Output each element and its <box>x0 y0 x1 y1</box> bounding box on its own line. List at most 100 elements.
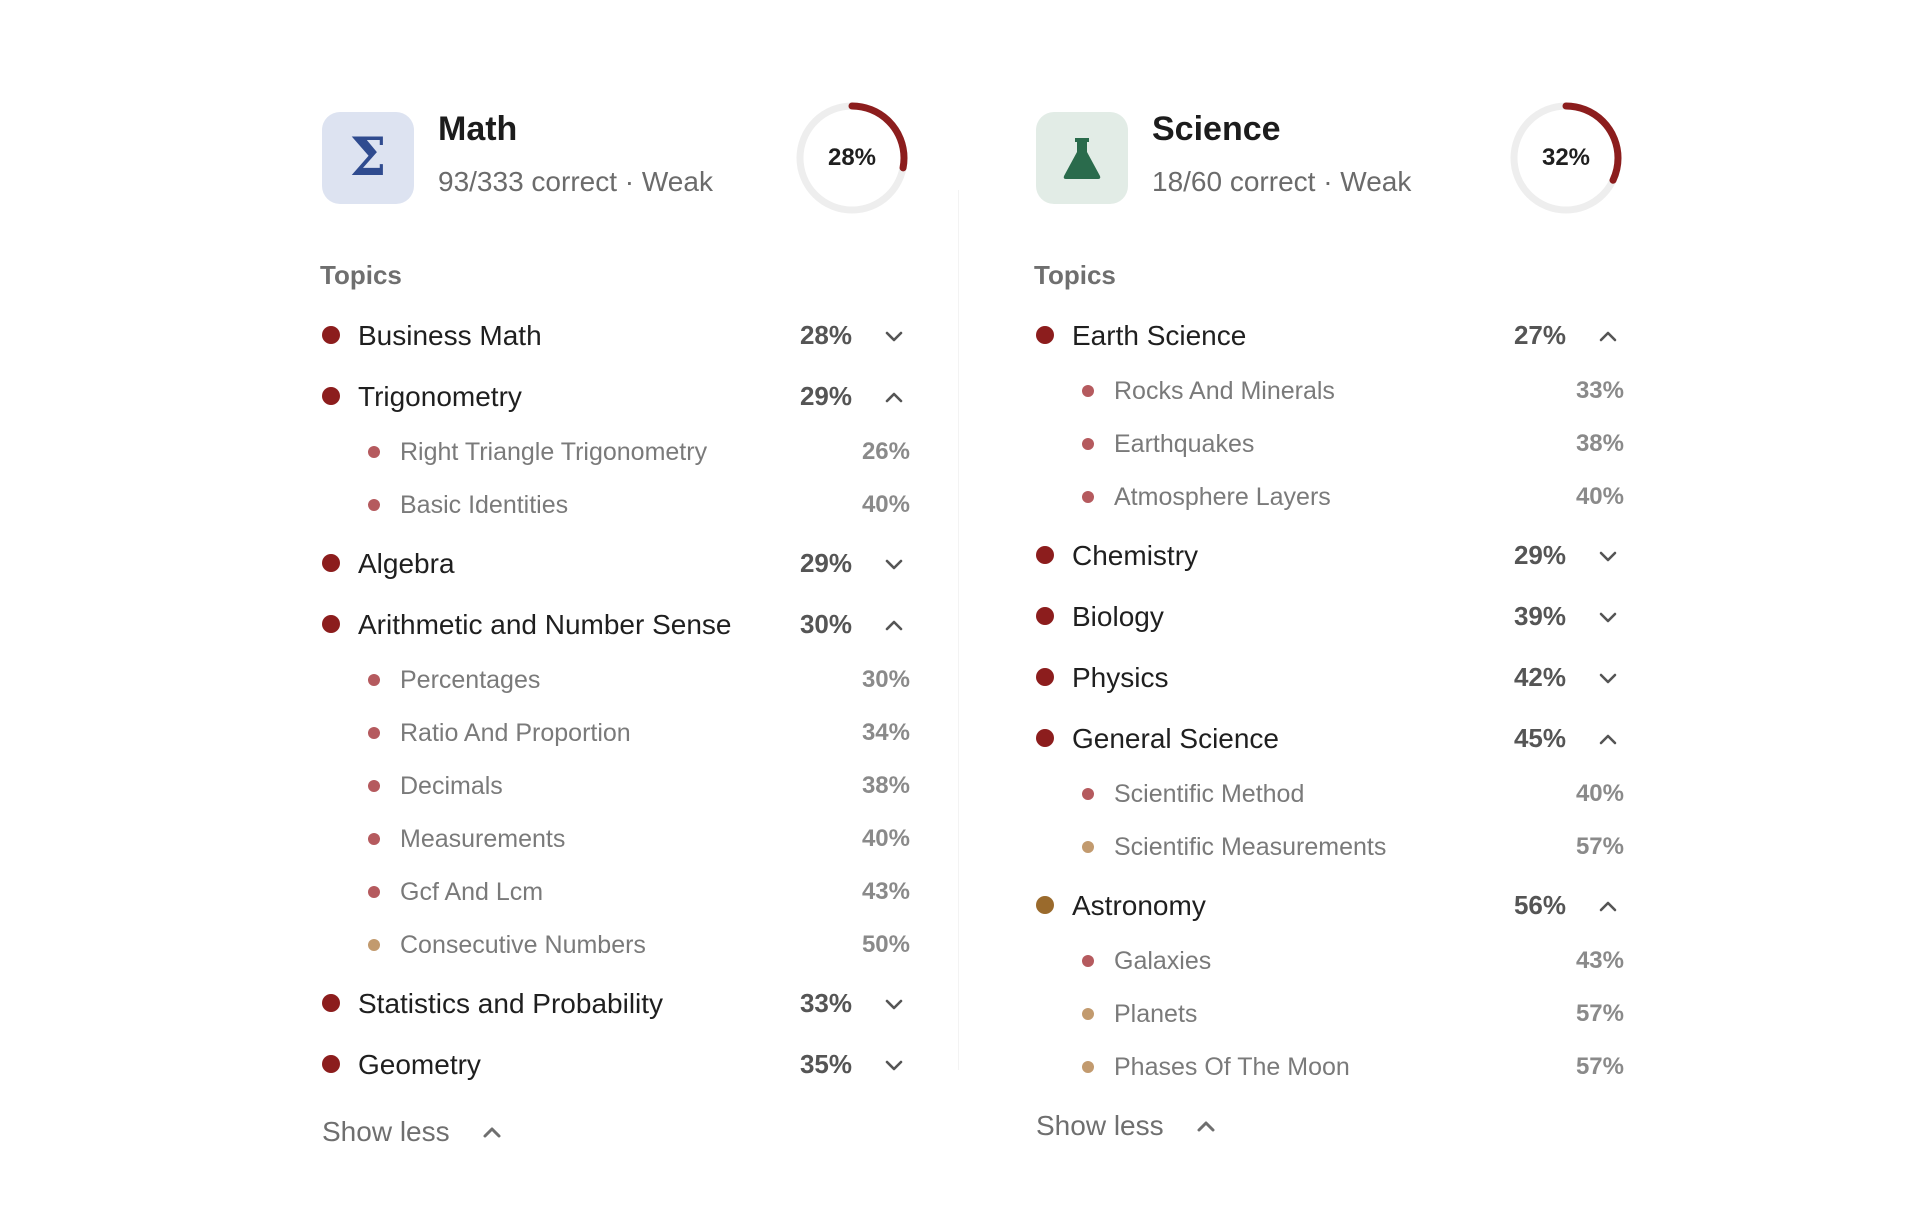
chevron-up-icon[interactable] <box>1592 725 1624 753</box>
status-dot <box>1082 385 1094 397</box>
chevron-down-icon[interactable] <box>1592 603 1624 631</box>
topic-row[interactable]: Statistics and Probability 33% <box>320 972 910 1033</box>
subtopic-row: Measurements 40% <box>320 813 910 866</box>
topic-row[interactable]: Geometry 35% <box>320 1033 910 1094</box>
topic-name: Chemistry <box>1072 540 1199 571</box>
topic-percent: 35% <box>799 1049 852 1079</box>
status-dot <box>1082 491 1094 503</box>
subtopic-row: Basic Identities 40% <box>320 479 910 532</box>
chevron-up-icon[interactable] <box>878 383 910 411</box>
topic-row[interactable]: Earth Science 27% <box>1034 304 1624 365</box>
science-topic-list: Earth Science 27% Rocks And Minerals 33% Ear… <box>1034 304 1624 1094</box>
chevron-up-icon <box>1197 1121 1215 1132</box>
subtopic-name: Measurements <box>400 825 566 853</box>
topic-row[interactable]: General Science 45% <box>1034 707 1624 768</box>
topic-percent: 45% <box>1513 723 1566 753</box>
topic-percent: 39% <box>1513 601 1566 631</box>
topic-percent: 29% <box>1513 540 1566 570</box>
topic-percent: 28% <box>799 320 852 350</box>
chevron-up-icon <box>483 1127 501 1138</box>
chevron-up-icon[interactable] <box>1592 892 1624 920</box>
subtopic-percent: 40% <box>1575 483 1624 510</box>
status-dot <box>1082 1008 1094 1020</box>
subtopic-row: Atmosphere Layers 40% <box>1034 471 1624 524</box>
subtopic-row: Ratio And Proportion 34% <box>320 707 910 760</box>
math-ring-progress <box>796 102 908 214</box>
subtopic-percent: 30% <box>861 666 910 693</box>
subtopic-name: Earthquakes <box>1114 430 1255 458</box>
science-ring-progress <box>1510 102 1622 214</box>
topic-row[interactable]: Astronomy 56% <box>1034 874 1624 935</box>
subtopic-percent: 33% <box>1575 377 1624 404</box>
chevron-down-icon[interactable] <box>878 1051 910 1079</box>
status-dot <box>1036 668 1054 686</box>
subtopic-row: Phases Of The Moon 57% <box>1034 1041 1624 1094</box>
status-dot <box>322 554 340 572</box>
topic-row[interactable]: Business Math 28% <box>320 304 910 365</box>
subtopic-row: Right Triangle Trigonometry 26% <box>320 426 910 479</box>
chevron-down-icon[interactable] <box>878 990 910 1018</box>
topic-row[interactable]: Chemistry 29% <box>1034 524 1624 585</box>
subtopic-row: Consecutive Numbers 50% <box>320 919 910 972</box>
topic-percent: 33% <box>799 988 852 1018</box>
math-title: Math <box>438 110 518 148</box>
topic-row[interactable]: Biology 39% <box>1034 585 1624 646</box>
subtopic-row: Gcf And Lcm 43% <box>320 866 910 919</box>
chevron-down-icon[interactable] <box>878 550 910 578</box>
status-dot <box>368 886 380 898</box>
subtopic-name: Planets <box>1114 1000 1198 1028</box>
status-dot <box>368 833 380 845</box>
status-dot <box>1082 841 1094 853</box>
subtopic-percent: 38% <box>861 772 910 799</box>
chevron-down-icon[interactable] <box>878 322 910 350</box>
subtopic-name: Right Triangle Trigonometry <box>400 438 708 466</box>
topic-row[interactable]: Physics 42% <box>1034 646 1624 707</box>
subtopic-percent: 57% <box>1575 1053 1624 1080</box>
math-topics-label: Topics <box>320 260 402 290</box>
subtopic-percent: 40% <box>861 825 910 852</box>
status-dot <box>368 780 380 792</box>
science-show-less-button[interactable]: Show less <box>1034 1098 1234 1148</box>
topic-name: Business Math <box>358 320 542 351</box>
subtopic-row: Rocks And Minerals 33% <box>1034 365 1624 418</box>
topic-percent: 29% <box>799 381 852 411</box>
subtopic-percent: 57% <box>1575 833 1624 860</box>
subtopic-percent: 43% <box>861 878 910 905</box>
topic-row[interactable]: Arithmetic and Number Sense 30% <box>320 593 910 654</box>
chevron-down-icon[interactable] <box>1592 664 1624 692</box>
math-show-less-label: Show less <box>322 1116 450 1147</box>
chevron-up-icon[interactable] <box>1592 322 1624 350</box>
subtopic-percent: 38% <box>1575 430 1624 457</box>
math-subtitle: 93/333 correct · Weak <box>438 166 713 197</box>
status-dot <box>1082 1061 1094 1073</box>
science-card: Science 18/60 correct · Weak 32% Topics … <box>1034 100 1624 1148</box>
topic-percent: 29% <box>799 548 852 578</box>
topic-row[interactable]: Algebra 29% <box>320 532 910 593</box>
subtopic-name: Consecutive Numbers <box>400 931 646 959</box>
science-score-ring <box>1510 102 1622 214</box>
science-show-less-label: Show less <box>1036 1110 1164 1141</box>
topic-row[interactable]: Trigonometry 29% <box>320 365 910 426</box>
subtopic-row: Scientific Method 40% <box>1034 768 1624 821</box>
topic-name: Trigonometry <box>358 381 522 412</box>
status-dot <box>1082 438 1094 450</box>
chevron-down-icon[interactable] <box>1592 542 1624 570</box>
status-dot <box>322 387 340 405</box>
subtopic-name: Scientific Measurements <box>1114 833 1387 861</box>
subtopic-percent: 26% <box>861 438 910 465</box>
status-dot <box>1036 729 1054 747</box>
chevron-up-icon[interactable] <box>878 611 910 639</box>
topic-name: General Science <box>1072 723 1280 754</box>
subtopic-percent: 57% <box>1575 1000 1624 1027</box>
math-topic-list: Business Math 28% Trigonometry 29% Right Tri… <box>320 304 910 1094</box>
topic-name: Earth Science <box>1072 320 1247 351</box>
science-title: Science <box>1152 110 1281 148</box>
math-show-less-button[interactable]: Show less <box>320 1104 520 1154</box>
math-score-label: 28% <box>827 144 877 171</box>
subtopic-name: Decimals <box>400 772 503 800</box>
topic-name: Astronomy <box>1072 890 1206 921</box>
status-dot <box>1036 546 1054 564</box>
topic-percent: 30% <box>799 609 852 639</box>
subtopic-percent: 40% <box>1575 780 1624 807</box>
